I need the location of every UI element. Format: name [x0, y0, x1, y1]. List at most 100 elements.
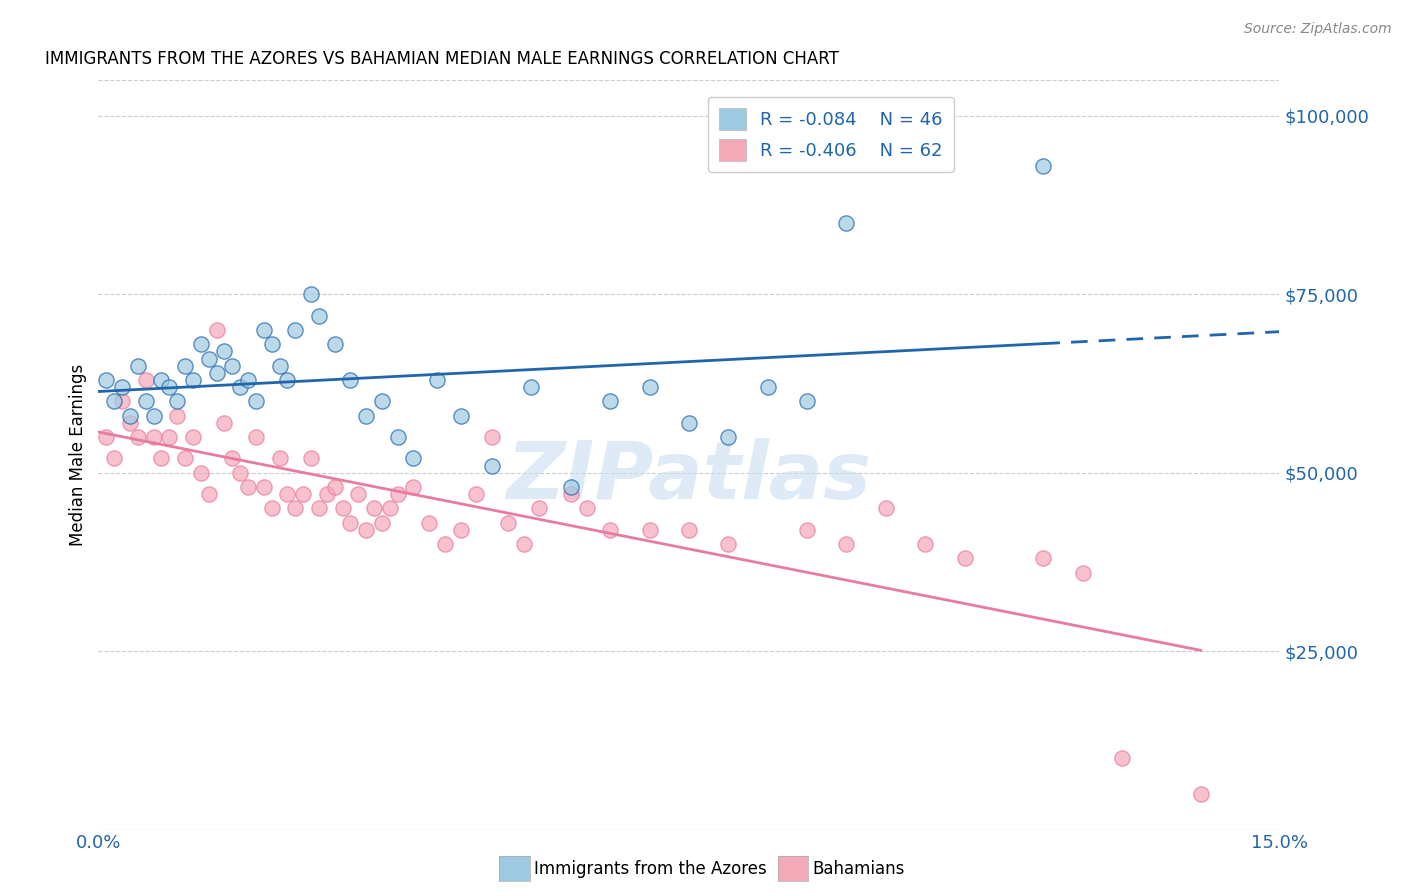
Text: Immigrants from the Azores: Immigrants from the Azores: [534, 860, 768, 878]
Point: [599, 523, 621, 537]
Point: [496, 516, 519, 530]
Point: [236, 480, 259, 494]
Point: [229, 466, 252, 480]
Point: [142, 430, 165, 444]
Point: [190, 466, 212, 480]
Point: [796, 523, 818, 537]
Text: ZIPatlas: ZIPatlas: [506, 438, 872, 516]
Point: [599, 394, 621, 409]
Point: [181, 430, 204, 444]
Point: [678, 416, 700, 430]
Point: [205, 323, 228, 337]
Point: [174, 451, 197, 466]
Point: [150, 451, 173, 466]
Point: [402, 480, 425, 494]
Point: [284, 323, 307, 337]
Point: [299, 451, 322, 466]
Point: [1111, 751, 1133, 765]
Point: [875, 501, 897, 516]
Point: [387, 430, 409, 444]
Point: [221, 451, 243, 466]
Point: [236, 373, 259, 387]
Point: [127, 359, 149, 373]
Point: [299, 287, 322, 301]
Point: [245, 394, 267, 409]
Point: [276, 373, 298, 387]
Point: [221, 359, 243, 373]
Point: [520, 380, 543, 394]
Point: [197, 351, 219, 366]
Point: [678, 523, 700, 537]
Point: [450, 409, 472, 423]
Point: [332, 501, 354, 516]
Point: [1071, 566, 1094, 580]
Point: [229, 380, 252, 394]
Point: [323, 337, 346, 351]
Point: [638, 523, 661, 537]
Point: [260, 501, 283, 516]
Point: [260, 337, 283, 351]
Point: [308, 309, 330, 323]
Point: [111, 380, 134, 394]
Point: [166, 394, 188, 409]
Point: [433, 537, 456, 551]
Point: [796, 394, 818, 409]
Point: [465, 487, 488, 501]
Point: [276, 487, 298, 501]
Point: [387, 487, 409, 501]
Point: [371, 516, 394, 530]
Point: [835, 216, 858, 230]
Legend: R = -0.084    N = 46, R = -0.406    N = 62: R = -0.084 N = 46, R = -0.406 N = 62: [707, 97, 953, 171]
Point: [354, 523, 377, 537]
Point: [111, 394, 134, 409]
Point: [363, 501, 385, 516]
Point: [717, 430, 740, 444]
Point: [292, 487, 315, 501]
Point: [481, 458, 503, 473]
Y-axis label: Median Male Earnings: Median Male Earnings: [69, 364, 87, 546]
Point: [135, 394, 157, 409]
Point: [190, 337, 212, 351]
Point: [638, 380, 661, 394]
Point: [174, 359, 197, 373]
Point: [418, 516, 440, 530]
Point: [953, 551, 976, 566]
Point: [135, 373, 157, 387]
Point: [308, 501, 330, 516]
Point: [1032, 159, 1054, 173]
Point: [214, 344, 236, 359]
Point: [166, 409, 188, 423]
Point: [426, 373, 449, 387]
Point: [142, 409, 165, 423]
Point: [402, 451, 425, 466]
Text: Bahamians: Bahamians: [813, 860, 905, 878]
Point: [756, 380, 779, 394]
Point: [103, 451, 125, 466]
Point: [157, 430, 180, 444]
Point: [339, 373, 361, 387]
Point: [717, 537, 740, 551]
Point: [118, 409, 141, 423]
Point: [914, 537, 936, 551]
Point: [245, 430, 267, 444]
Point: [118, 416, 141, 430]
Point: [157, 380, 180, 394]
Point: [323, 480, 346, 494]
Point: [481, 430, 503, 444]
Point: [284, 501, 307, 516]
Point: [269, 451, 291, 466]
Point: [253, 323, 276, 337]
Point: [1032, 551, 1054, 566]
Point: [347, 487, 370, 501]
Point: [354, 409, 377, 423]
Point: [205, 366, 228, 380]
Point: [371, 394, 394, 409]
Point: [181, 373, 204, 387]
Point: [560, 487, 582, 501]
Point: [1189, 787, 1212, 801]
Text: IMMIGRANTS FROM THE AZORES VS BAHAMIAN MEDIAN MALE EARNINGS CORRELATION CHART: IMMIGRANTS FROM THE AZORES VS BAHAMIAN M…: [45, 50, 839, 68]
Point: [150, 373, 173, 387]
Point: [560, 480, 582, 494]
Point: [529, 501, 551, 516]
Point: [512, 537, 534, 551]
